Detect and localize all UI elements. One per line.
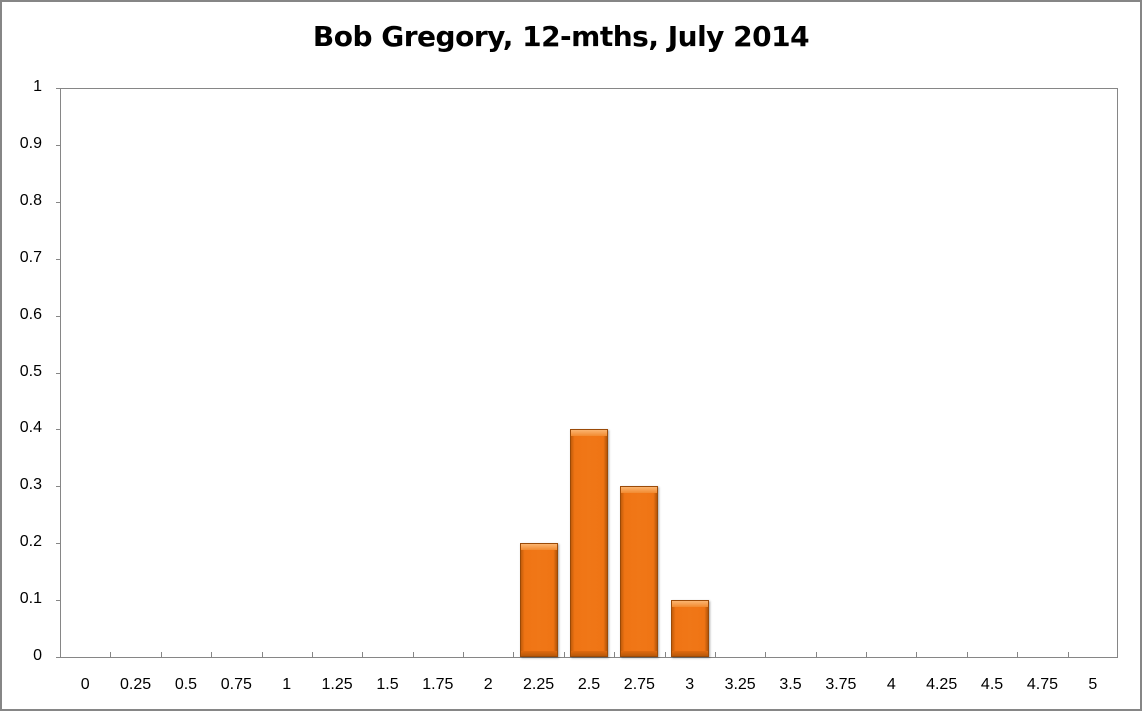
y-tick-label: 0.6: [19, 305, 42, 323]
bar-2.5: [570, 429, 608, 657]
x-tick: [614, 652, 616, 657]
bar-2.75: [620, 486, 659, 657]
x-tick: [714, 652, 716, 657]
y-tick-label: 0.4: [19, 419, 42, 437]
y-tick-label: 0.2: [19, 533, 42, 551]
x-tick-label: 1: [282, 676, 292, 693]
x-tick-label: 2: [483, 676, 493, 693]
x-tick-label: 0.25: [119, 676, 152, 693]
x-tick-label: 3: [685, 676, 695, 693]
x-tick: [362, 652, 364, 657]
x-tick: [463, 652, 465, 657]
x-tick: [563, 652, 565, 657]
x-tick: [866, 652, 868, 657]
x-tick-label: 3.75: [825, 676, 857, 693]
y-tick: [56, 315, 60, 317]
y-tick-label: 0.9: [19, 134, 42, 152]
y-tick: [56, 201, 60, 203]
y-tick: [56, 543, 60, 545]
y-tick: [56, 258, 60, 260]
y-tick-label: 0.3: [19, 476, 42, 494]
x-tick: [211, 652, 213, 657]
x-tick-label: 1.5: [376, 676, 399, 693]
x-tick: [815, 652, 817, 657]
x-tick: [664, 652, 666, 657]
x-tick-label: 0.5: [174, 676, 198, 693]
x-tick: [412, 652, 414, 657]
x-tick: [311, 652, 313, 657]
x-tick: [160, 652, 162, 657]
x-tick: [1017, 652, 1019, 657]
x-tick: [513, 652, 515, 657]
x-tick-label: 0: [80, 676, 90, 693]
x-tick-label: 1.25: [321, 676, 353, 693]
y-tick-label: 0: [33, 647, 42, 664]
x-tick-label: 5: [1088, 676, 1098, 693]
y-tick-label: 0.1: [19, 590, 42, 608]
y-tick: [56, 429, 60, 431]
x-tick-label: 2.75: [623, 676, 655, 693]
x-tick: [966, 652, 968, 657]
x-axis-line: [60, 657, 1118, 658]
x-tick-label: 3.5: [779, 676, 802, 693]
y-tick: [56, 486, 60, 488]
bar-3: [670, 600, 709, 657]
x-tick: [916, 652, 918, 657]
x-tick: [261, 652, 263, 657]
y-tick-label: 0.8: [19, 191, 42, 209]
y-tick-label: 1: [33, 78, 42, 95]
y-tick-label: 0.7: [19, 248, 42, 266]
x-tick-label: 0.75: [220, 676, 252, 693]
plot-area: [60, 88, 1118, 657]
x-tick-label: 4.25: [926, 676, 958, 693]
y-tick: [56, 657, 60, 658]
y-tick-label: 0.5: [19, 362, 42, 380]
y-tick: [56, 144, 60, 146]
x-tick: [110, 652, 112, 657]
y-tick: [56, 88, 60, 89]
x-tick: [765, 652, 767, 657]
x-tick-label: 3.25: [724, 676, 756, 693]
x-tick-label: 1.75: [422, 676, 454, 693]
x-tick-label: 4.5: [980, 676, 1004, 693]
x-tick-label: 4: [886, 676, 896, 693]
x-tick: [1067, 652, 1069, 657]
y-tick: [56, 372, 60, 374]
chart-title: Bob Gregory, 12-mths, July 2014: [312, 20, 810, 53]
bar-2.25: [519, 543, 558, 657]
x-tick-label: 2.25: [523, 676, 555, 693]
y-tick: [56, 600, 60, 602]
x-tick-label: 2.5: [577, 676, 601, 693]
x-tick-label: 4.75: [1026, 676, 1058, 693]
